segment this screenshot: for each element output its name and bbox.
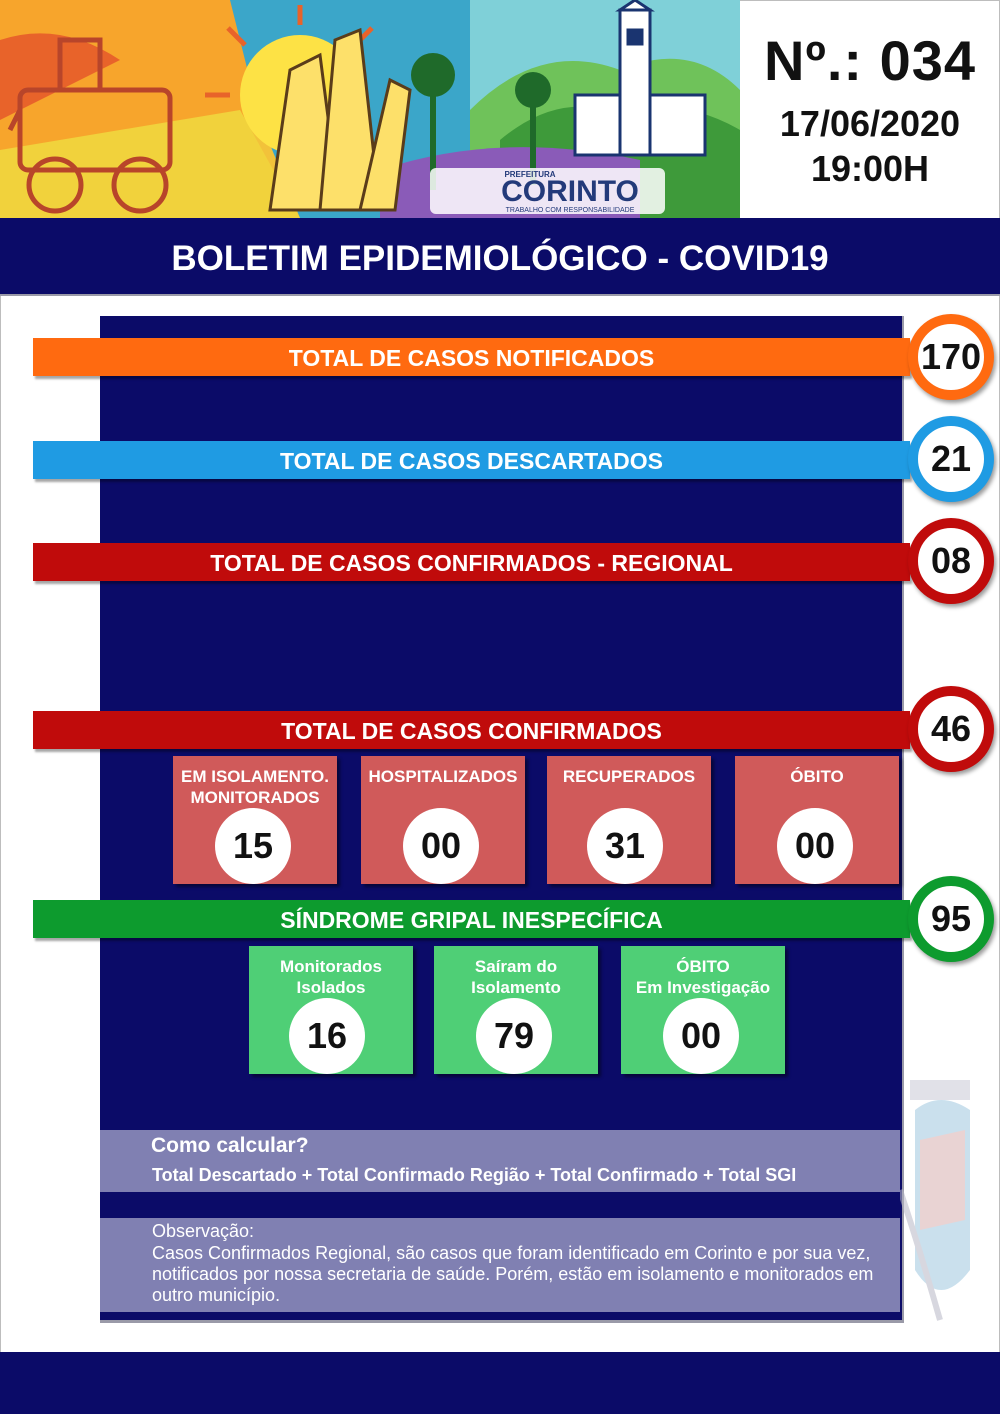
observation-title: Observação: xyxy=(152,1221,255,1241)
calculation-box: Como calcular? Total Descartado + Total … xyxy=(100,1130,900,1192)
stat-bar-notified: TOTAL DE CASOS NOTIFICADOS xyxy=(33,338,910,376)
logo-name: CORINTO xyxy=(501,175,639,208)
stat-value-confirmed: 46 xyxy=(908,686,994,772)
card-label-line1: ÓBITO xyxy=(676,957,730,976)
bulletin-date: 17/06/2020 xyxy=(779,103,961,144)
card-label-line1: Saíram do xyxy=(474,957,558,976)
card-value: 16 xyxy=(289,998,365,1074)
card-hospitalized: HOSPITALIZADOS 00 xyxy=(361,756,525,884)
stat-bar-discarded: TOTAL DE CASOS DESCARTADOS xyxy=(33,441,910,479)
card-value: 00 xyxy=(777,808,853,884)
page-title: BOLETIM EPIDEMIOLÓGICO - COVID19 xyxy=(171,239,829,278)
observation-box: Observação: Casos Confirmados Regional, … xyxy=(100,1218,900,1312)
banner-illustration: PREFEITURA CORINTO TRABALHO COM RESPONSA… xyxy=(0,0,740,218)
stat-bar-confirmed: TOTAL DE CASOS CONFIRMADOS xyxy=(33,711,910,749)
card-label-line2: Isolados xyxy=(296,978,366,997)
card-label-line1: ÓBITO xyxy=(790,767,844,786)
logo-tagline: TRABALHO COM RESPONSABILIDADE xyxy=(506,207,635,214)
calculation-formula: Total Descartado + Total Confirmado Regi… xyxy=(152,1165,797,1185)
title-bar: BOLETIM EPIDEMIOLÓGICO - COVID19 xyxy=(0,218,1000,296)
card-recovered: RECUPERADOS 31 xyxy=(547,756,711,884)
card-isolation-monitored: EM ISOLAMENTO. MONITORADOS 15 xyxy=(173,756,337,884)
stat-value-notified: 170 xyxy=(908,314,994,400)
card-label-line1: HOSPITALIZADOS xyxy=(368,767,518,786)
card-label-line2: MONITORADOS xyxy=(190,788,320,807)
card-left-isolation: Saíram do Isolamento 79 xyxy=(434,946,598,1074)
stat-label: TOTAL DE CASOS NOTIFICADOS xyxy=(288,345,655,371)
observation-body: Casos Confirmados Regional, são casos qu… xyxy=(152,1243,874,1305)
bulletin-info: Nº.: 034 17/06/2020 19:00H xyxy=(740,0,1000,218)
stat-value-discarded: 21 xyxy=(908,416,994,502)
header-banner: PREFEITURA CORINTO TRABALHO COM RESPONSA… xyxy=(0,0,740,218)
card-value: 00 xyxy=(403,808,479,884)
card-monitored-isolated: Monitorados Isolados 16 xyxy=(249,946,413,1074)
card-value: 00 xyxy=(663,998,739,1074)
card-label-line1: Monitorados xyxy=(280,957,382,976)
stat-bar-sgi: SÍNDROME GRIPAL INESPECÍFICA xyxy=(33,900,910,938)
card-label-line1: RECUPERADOS xyxy=(562,767,696,786)
card-label-line2: Isolamento xyxy=(471,978,561,997)
stat-label: TOTAL DE CASOS CONFIRMADOS xyxy=(281,718,662,744)
stat-bar-confirmed-regional: TOTAL DE CASOS CONFIRMADOS - REGIONAL xyxy=(33,543,910,581)
logo-small-text: PREFEITURA xyxy=(504,170,555,179)
stat-label: SÍNDROME GRIPAL INESPECÍFICA xyxy=(280,907,663,933)
card-value: 31 xyxy=(587,808,663,884)
card-value: 79 xyxy=(476,998,552,1074)
stat-label: TOTAL DE CASOS CONFIRMADOS - REGIONAL xyxy=(210,550,733,576)
bulletin-time: 19:00H xyxy=(810,148,930,189)
stat-label: TOTAL DE CASOS DESCARTADOS xyxy=(280,448,663,474)
stat-value-confirmed-regional: 08 xyxy=(908,518,994,604)
stat-value-sgi: 95 xyxy=(908,876,994,962)
card-value: 15 xyxy=(215,808,291,884)
card-label-line2: Em Investigação xyxy=(635,978,771,997)
card-death-investigation: ÓBITO Em Investigação 00 xyxy=(621,946,785,1074)
calculation-question: Como calcular? xyxy=(151,1134,309,1157)
footer-bar xyxy=(0,1352,1000,1414)
card-label-line1: EM ISOLAMENTO. xyxy=(181,767,329,786)
issue-number: Nº.: 034 xyxy=(763,29,977,92)
card-death: ÓBITO 00 xyxy=(735,756,899,884)
coat-of-arms-watermark xyxy=(897,1070,980,1330)
